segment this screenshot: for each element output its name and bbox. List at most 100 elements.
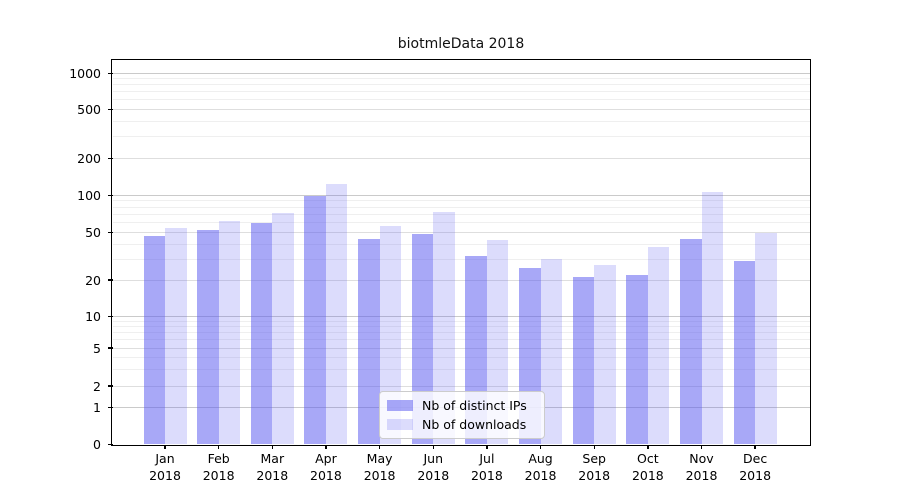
bar-distinct-ips-apr (304, 195, 326, 445)
y-tick-100 (107, 194, 113, 196)
x-tick-may (378, 444, 381, 449)
gridline-y-600 (113, 99, 810, 101)
gridline-y-6 (113, 339, 810, 341)
gridline-y-500 (113, 108, 810, 110)
x-tick-label-sep: Sep 2018 (578, 451, 611, 483)
gridline-y-700 (113, 91, 810, 93)
chart-title: biotmleData 2018 (397, 36, 525, 52)
bar-distinct-ips-mar (250, 222, 273, 445)
bar-distinct-ips-dec (733, 260, 756, 445)
x-tick-sep (593, 444, 595, 449)
x-tick-label-nov: Nov 2018 (685, 451, 718, 483)
bar-downloads-aug (540, 259, 563, 445)
bar-downloads-feb (218, 221, 241, 445)
gridline-y-1000 (113, 72, 810, 74)
bar-distinct-ips-oct (626, 275, 648, 445)
gridline-y-90 (113, 200, 810, 202)
x-tick-jun (432, 444, 434, 449)
x-tick-label-jul: Jul 2018 (470, 451, 503, 483)
gridline-y-2 (113, 385, 810, 387)
y-tick-label-200: 200 (77, 151, 101, 167)
x-tick-label-mar: Mar 2018 (256, 451, 289, 483)
legend: Nb of distinct IPs Nb of downloads (379, 391, 545, 439)
y-tick-label-20: 20 (85, 272, 101, 288)
bar-distinct-ips-feb (197, 229, 219, 445)
x-tick-jan (164, 444, 166, 449)
y-tick-10 (107, 316, 113, 318)
x-tick-label-oct: Oct 2018 (631, 451, 664, 483)
gridline-y-300 (113, 136, 810, 138)
bar-downloads-may (379, 225, 402, 445)
gridline-y-900 (113, 78, 810, 80)
x-tick-label-may: May 2018 (363, 451, 396, 483)
y-tick-50 (107, 232, 113, 234)
gridline-y-800 (113, 84, 810, 86)
bar-downloads-dec (755, 232, 777, 445)
y-tick-label-50: 50 (85, 225, 101, 241)
gridline-y-100 (113, 194, 810, 196)
bar-downloads-jun (433, 212, 455, 445)
y-tick-label-0: 0 (93, 437, 101, 452)
y-tick-label-10: 10 (85, 309, 101, 325)
x-tick-apr (325, 444, 327, 449)
gridline-y-70 (113, 214, 810, 216)
x-tick-jul (486, 444, 488, 449)
bar-downloads-nov (701, 192, 723, 445)
gridline-y-50 (113, 232, 810, 234)
gridline-y-7 (113, 332, 810, 334)
y-tick-200 (107, 158, 113, 160)
bar-distinct-ips-sep (572, 277, 595, 445)
bar-distinct-ips-nov (680, 239, 702, 445)
gridline-y-4 (113, 356, 810, 358)
x-tick-label-feb: Feb 2018 (202, 451, 235, 483)
y-tick-label-1: 1 (93, 399, 101, 415)
legend-swatch-downloads (387, 419, 413, 430)
gridline-y-400 (113, 120, 810, 122)
gridline-y-200 (113, 158, 810, 160)
y-tick-label-2: 2 (93, 378, 101, 394)
x-tick-oct (647, 444, 649, 449)
legend-label-downloads: Nb of downloads (422, 417, 527, 432)
gridline-y-5 (113, 347, 810, 349)
gridline-y-20 (113, 279, 810, 281)
gridline-y-10 (113, 316, 810, 318)
gridline-y-8 (113, 326, 810, 328)
y-tick-0 (107, 443, 113, 446)
y-tick-1000 (107, 72, 113, 74)
gridline-y-40 (113, 243, 810, 245)
y-tick-20 (107, 279, 113, 281)
x-tick-dec (754, 444, 756, 449)
gridline-y-60 (113, 222, 810, 224)
bar-downloads-apr (325, 183, 348, 445)
bar-downloads-oct (647, 246, 670, 445)
y-tick-label-5: 5 (93, 340, 101, 356)
legend-item-downloads: Nb of downloads (387, 415, 537, 434)
x-tick-mar (271, 444, 273, 449)
x-tick-aug (539, 444, 542, 449)
bar-downloads-mar (272, 213, 294, 445)
x-tick-label-apr: Apr 2018 (310, 451, 342, 483)
gridline-y-30 (113, 258, 810, 260)
y-tick-label-100: 100 (77, 187, 101, 203)
x-tick-nov (700, 444, 703, 449)
x-tick-label-jun: Jun 2018 (417, 451, 450, 483)
x-tick-label-jan: Jan 2018 (149, 451, 181, 483)
bar-downloads-jan (165, 227, 187, 445)
y-tick-2 (107, 385, 113, 387)
gridline-y-3 (113, 368, 810, 370)
y-tick-500 (107, 108, 113, 110)
legend-item-distinct-ips: Nb of distinct IPs (387, 396, 537, 415)
y-tick-label-500: 500 (77, 101, 101, 117)
legend-label-distinct-ips: Nb of distinct IPs (422, 398, 527, 413)
legend-swatch-distinct-ips (387, 400, 413, 411)
bar-distinct-ips-may (358, 239, 380, 445)
x-tick-feb (217, 444, 220, 449)
y-tick-5 (107, 347, 113, 349)
x-tick-label-aug: Aug 2018 (524, 451, 557, 483)
y-tick-label-1000: 1000 (69, 65, 101, 81)
y-tick-1 (107, 406, 113, 408)
bar-distinct-ips-jan (143, 235, 165, 445)
gridline-y-9 (113, 320, 810, 322)
bar-downloads-sep (594, 264, 616, 445)
